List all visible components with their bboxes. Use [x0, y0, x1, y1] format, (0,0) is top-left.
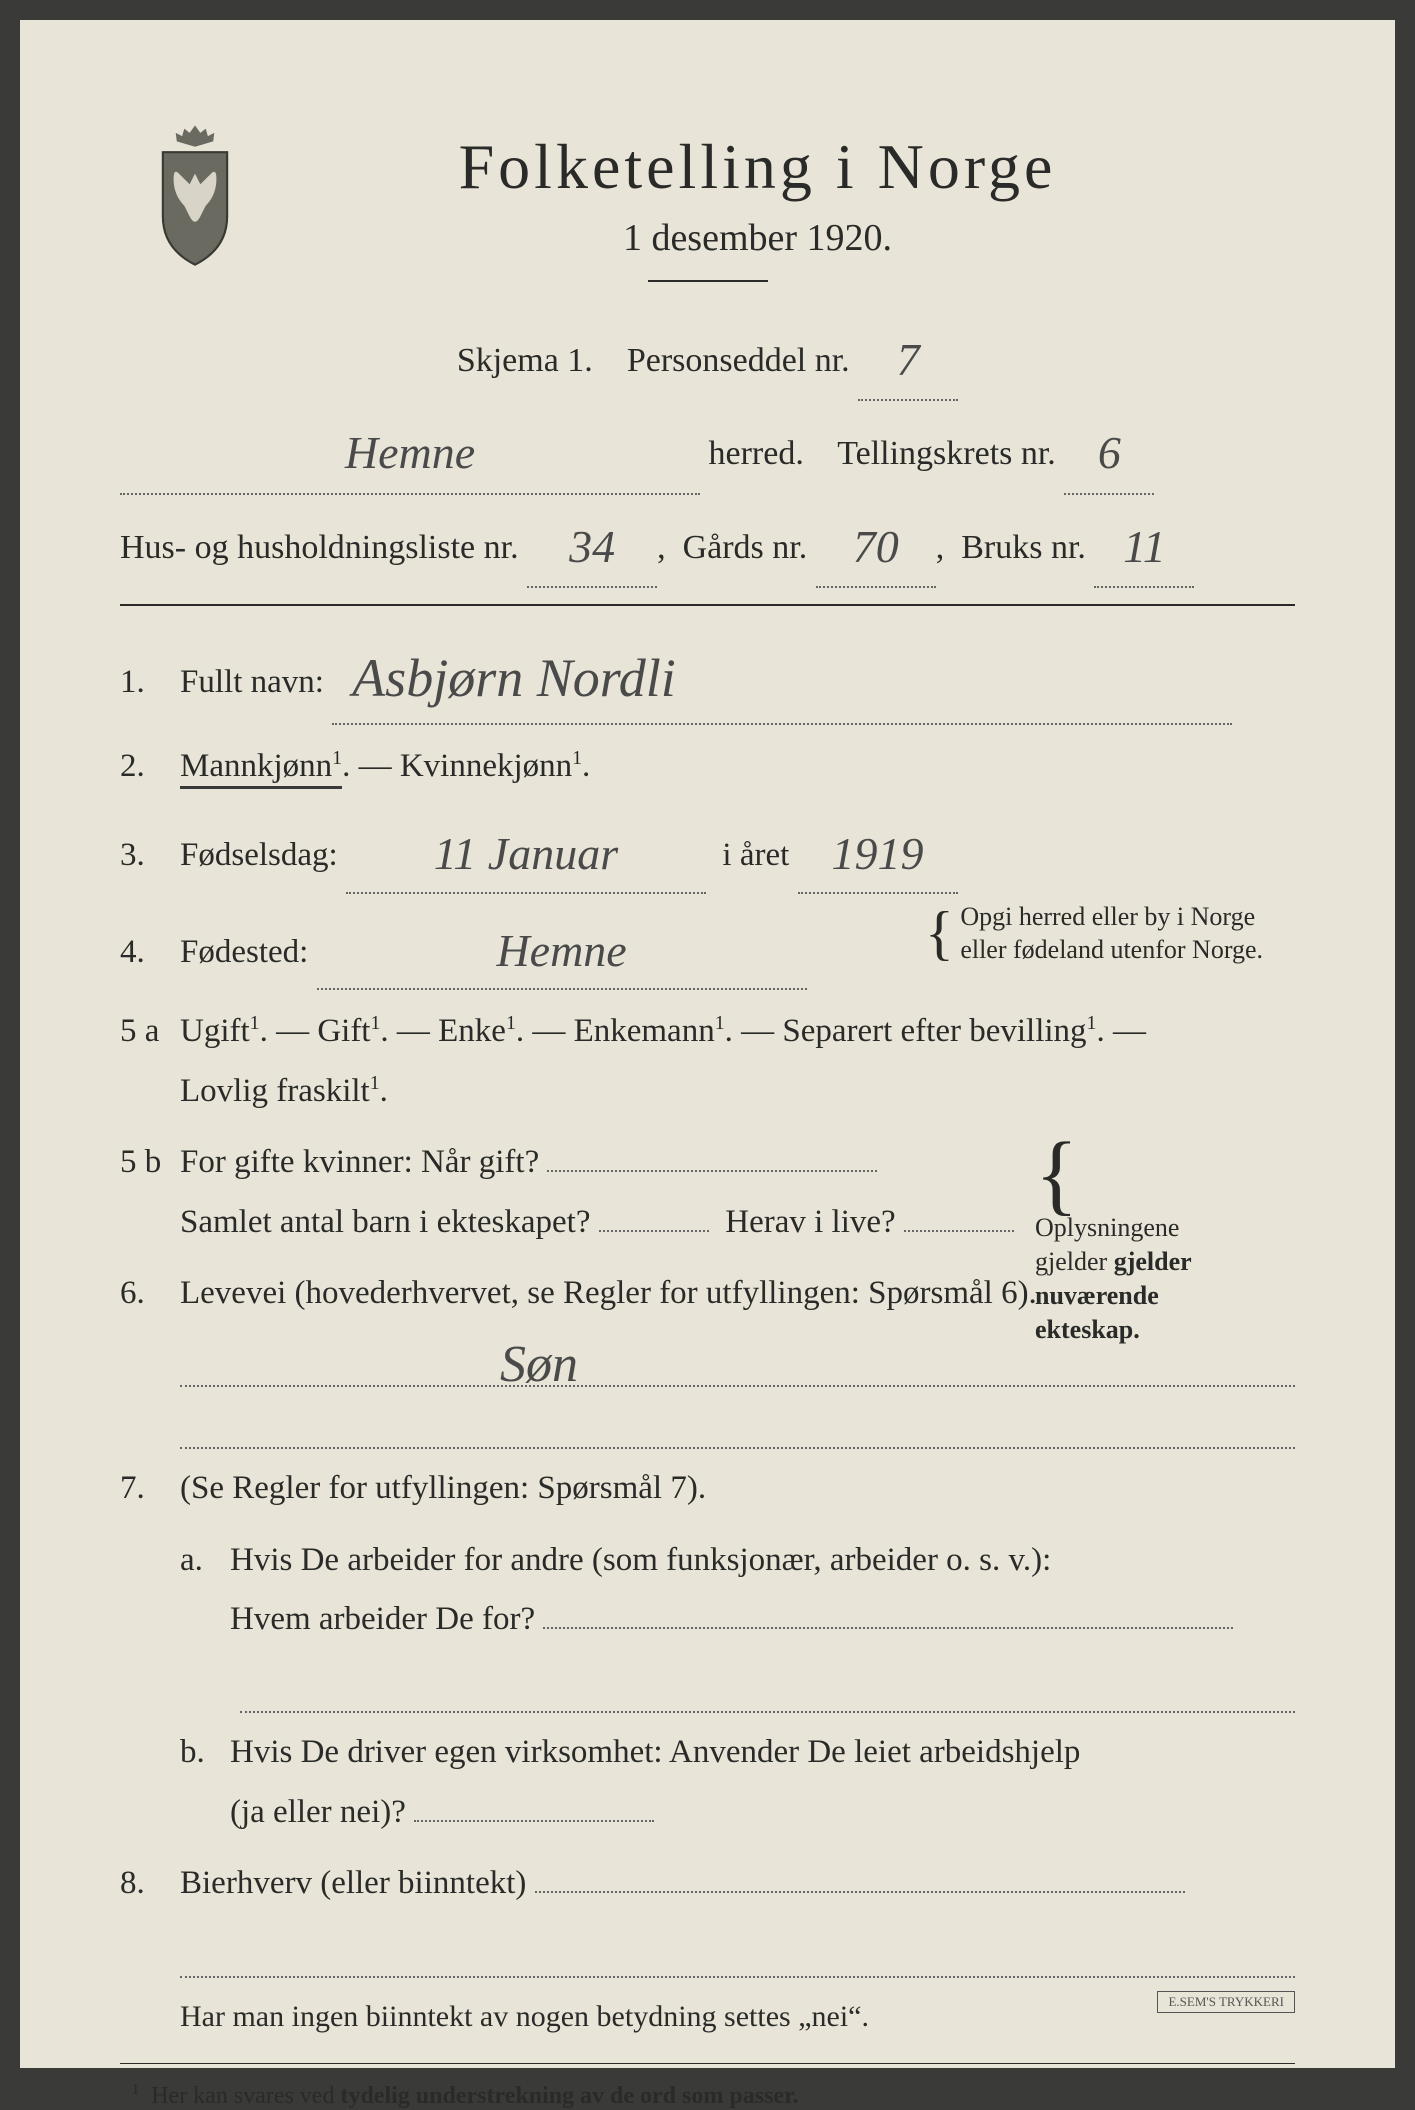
printer-stamp: E.SEM'S TRYKKERI: [1157, 1991, 1295, 2013]
husliste-label: Hus- og husholdningsliste nr.: [120, 529, 519, 566]
q6-answer-line: Søn: [180, 1335, 1295, 1387]
q7a-l1: Hvis De arbeider for andre (som funksjon…: [230, 1542, 1051, 1578]
census-form-page: Folketelling i Norge 1 desember 1920. Sk…: [20, 20, 1395, 2068]
coat-of-arms-icon: [140, 120, 250, 270]
q8-num: 8.: [120, 1854, 180, 1913]
herred-label: herred.: [709, 435, 804, 472]
q2-num: 2.: [120, 737, 180, 796]
skjema-label: Skjema 1.: [457, 342, 593, 379]
tellingskrets-value: 6: [1098, 427, 1121, 478]
q7-num: 7.: [120, 1459, 180, 1518]
husliste-row: Hus- og husholdningsliste nr. 34 , Gårds…: [120, 499, 1295, 588]
footnote: 1 Her kan svares ved tydelig understrekn…: [120, 2082, 1295, 2110]
form-date: 1 desember 1920.: [220, 216, 1295, 260]
q5a-separert: Separert efter bevilling1: [782, 1013, 1096, 1049]
skjema-row: Skjema 1. Personseddel nr. 7: [120, 312, 1295, 401]
q7a-extra-line: [240, 1661, 1295, 1713]
q5a-num: 5 a: [120, 1002, 180, 1061]
q7b-l2: (ja eller nei)?: [230, 1794, 406, 1830]
q7a-l2: Hvem arbeider De for?: [230, 1601, 535, 1637]
q4-label: Fødested:: [180, 934, 308, 970]
q3-label: Fødselsdag:: [180, 837, 338, 873]
husliste-value: 34: [569, 521, 615, 572]
q5a-row: 5 a Ugift1. — Gift1. — Enke1. — Enkemann…: [120, 1002, 1295, 1121]
q4-note-l1: Opgi herred eller by i Norge: [960, 902, 1255, 931]
gards-label: Gårds nr.: [683, 529, 808, 566]
q5a-ugift: Ugift1: [180, 1013, 260, 1049]
q5a-gift: Gift1: [317, 1013, 380, 1049]
q2-mannkjonn: Mannkjønn1: [180, 748, 342, 789]
form-header: Folketelling i Norge 1 desember 1920.: [120, 130, 1295, 282]
q3-row: 3. Fødselsdag: 11 Januar i året 1919: [120, 809, 1295, 894]
q1-value: Asbjørn Nordli: [352, 648, 676, 708]
herred-row: Hemne herred. Tellingskrets nr. 6: [120, 405, 1295, 494]
q3-day-value: 11 Januar: [434, 828, 618, 879]
q5b-note-l1: Oplysningene: [1035, 1213, 1179, 1242]
bruks-value: 11: [1123, 521, 1166, 572]
footnote-divider: [120, 2063, 1295, 2064]
gards-value: 70: [853, 521, 899, 572]
q7a-num: a.: [180, 1531, 230, 1590]
q2-kvinnekjonn: Kvinnekjønn1: [400, 748, 582, 784]
q6-value: Søn: [500, 1335, 578, 1394]
personseddel-value: 7: [897, 334, 920, 385]
q8-extra-line: [180, 1926, 1295, 1978]
q5a-enkemann: Enkemann1: [574, 1013, 725, 1049]
form-title: Folketelling i Norge: [220, 130, 1295, 204]
herred-value: Hemne: [345, 427, 475, 478]
q5b-l2b: Herav i live?: [725, 1204, 895, 1240]
q7-row: 7. (Se Regler for utfyllingen: Spørsmål …: [120, 1459, 1295, 1518]
q7b-l1: Hvis De driver egen virksomhet: Anvender…: [230, 1734, 1080, 1770]
q4-num: 4.: [120, 923, 180, 982]
q4-note-l2: eller fødeland utenfor Norge.: [960, 935, 1263, 964]
q5b-l1: For gifte kvinner: Når gift?: [180, 1144, 539, 1180]
q5b-note-l2: gjelder gjelder nuværende: [1035, 1247, 1191, 1310]
q3-year-value: 1919: [832, 828, 924, 879]
personseddel-label: Personseddel nr.: [627, 342, 850, 379]
bottom-note: Har man ingen biinntekt av nogen betydni…: [180, 1988, 1295, 2045]
q4-value: Hemne: [496, 925, 626, 976]
q5b-l2a: Samlet antal barn i ekteskapet?: [180, 1204, 591, 1240]
q1-num: 1.: [120, 653, 180, 712]
q8-row: 8. Bierhverv (eller biinntekt): [120, 1854, 1295, 1913]
q4-row: 4. Fødested: Hemne { Opgi herred eller b…: [120, 906, 1295, 991]
q1-label: Fullt navn:: [180, 664, 324, 700]
bruks-label: Bruks nr.: [961, 529, 1086, 566]
tellingskrets-label: Tellingskrets nr.: [837, 435, 1056, 472]
q5a-fraskilt: Lovlig fraskilt1: [180, 1073, 380, 1109]
q8-label: Bierhverv (eller biinntekt): [180, 1865, 526, 1901]
title-divider: [648, 280, 768, 282]
section-divider-1: [120, 604, 1295, 606]
q1-row: 1. Fullt navn: Asbjørn Nordli: [120, 626, 1295, 725]
q6-num: 6.: [120, 1264, 180, 1323]
q5a-enke: Enke1: [438, 1013, 516, 1049]
q5b-num: 5 b: [120, 1133, 180, 1192]
q5b-row: 5 b For gifte kvinner: Når gift? Samlet …: [120, 1133, 1295, 1252]
q6-answer-line-2: [180, 1397, 1295, 1449]
q2-row: 2. Mannkjønn1. — Kvinnekjønn1.: [120, 737, 1295, 796]
q3-mid: i året: [722, 837, 789, 873]
q7a-row: a. Hvis De arbeider for andre (som funks…: [180, 1531, 1295, 1650]
q7b-num: b.: [180, 1723, 230, 1782]
q3-num: 3.: [120, 826, 180, 885]
q7b-row: b. Hvis De driver egen virksomhet: Anven…: [180, 1723, 1295, 1842]
q7-label: (Se Regler for utfyllingen: Spørsmål 7).: [180, 1459, 1295, 1518]
